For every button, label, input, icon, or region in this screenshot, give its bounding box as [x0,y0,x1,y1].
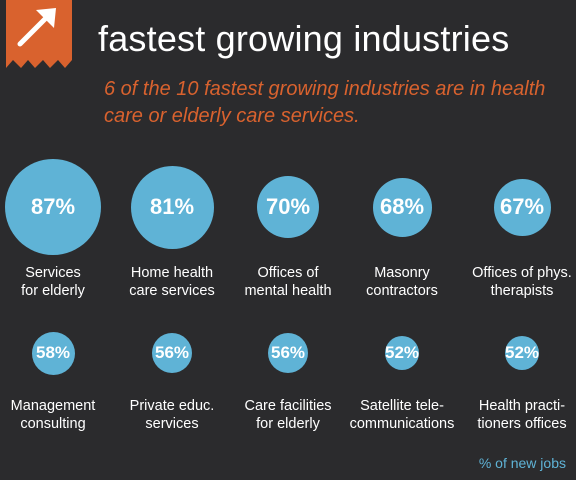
industry-label: Home health care services [129,265,215,299]
value-bubble: 58% [31,331,75,375]
industry-label: Offices of mental health [244,265,332,299]
value-bubble: 52% [505,336,539,370]
value-bubble: 67% [493,178,551,236]
value-bubble: 81% [130,165,214,249]
value-bubble: 68% [372,177,432,237]
industry-label: Masonry contractors [366,265,438,299]
value-bubble: 70% [257,176,319,238]
industry-label: Management consulting [10,398,96,432]
page-subtitle: 6 of the 10 fastest growing industries a… [104,78,546,127]
unit-note: % of new jobs [478,455,566,471]
page-title: fastest growing industries [98,18,510,59]
industry-label: Health practi- tioners offices [477,398,567,432]
arrow-up-right-icon [17,8,56,47]
industry-label: Satellite tele- communications [349,398,455,432]
value-bubble: 87% [5,159,101,255]
industry-label: Services for elderly [21,265,85,299]
value-bubble: 56% [152,333,192,373]
value-bubble: 52% [385,336,419,370]
industry-label: Offices of phys. therapists [472,265,572,299]
industry-label: Care facilities for elderly [244,398,332,432]
header-badge [6,0,72,68]
value-bubble: 56% [268,333,308,373]
industry-label: Private educ. services [129,398,215,432]
